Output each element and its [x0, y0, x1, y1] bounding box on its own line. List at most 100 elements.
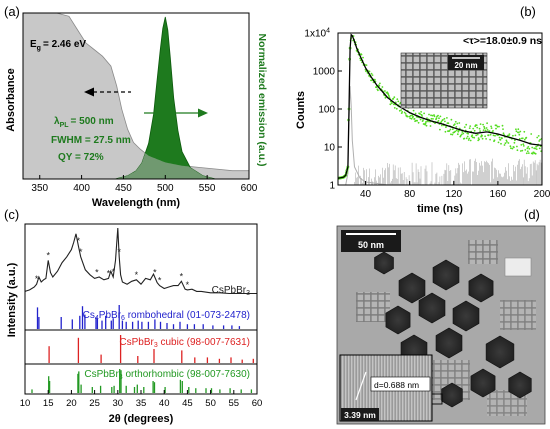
decay-point — [449, 128, 452, 131]
decay-point — [501, 124, 504, 127]
decay-point — [396, 98, 399, 101]
bright-block — [504, 257, 532, 277]
fwhm-annotation: FWHM = 27.5 nm — [51, 135, 131, 146]
decay-point — [460, 133, 463, 136]
ortho-label-name: CsPbBr — [84, 369, 119, 380]
panel-c-ylabel: Intensity (a.u.) — [6, 262, 18, 337]
panel-a-letter: (a) — [4, 4, 20, 19]
decay-point — [419, 118, 422, 121]
decay-point — [463, 137, 466, 140]
decay-point — [498, 125, 500, 128]
decay-point — [427, 120, 429, 123]
decay-point — [370, 72, 373, 75]
decay-point — [535, 145, 538, 148]
cs4-label-name: Cs — [83, 310, 95, 321]
decay-point — [461, 131, 464, 133]
decay-point — [432, 118, 434, 120]
decay-point — [534, 152, 537, 155]
decay-point — [526, 150, 529, 153]
cubic-reference — [48, 335, 254, 363]
decay-point — [414, 112, 417, 115]
panel-c-x-tick-label: 50 — [205, 398, 216, 409]
panel-a-x-tick-label: 600 — [241, 183, 258, 194]
decay-point — [448, 130, 451, 132]
panel-b-y-ticks: 1 10 100 1000 1x104 — [304, 28, 342, 192]
panel-c-x-tick-label: 10 — [20, 398, 31, 409]
decay-point — [362, 56, 364, 59]
decay-point — [516, 149, 519, 152]
panel-a-x-tick-label: 450 — [115, 183, 132, 194]
decay-point — [453, 123, 456, 126]
decay-point — [467, 132, 470, 135]
decay-point — [485, 127, 488, 129]
decay-point — [368, 70, 371, 73]
nanoparticle — [468, 273, 494, 303]
decay-point — [442, 119, 444, 121]
ortho-label-tail: orthorhombic (98-007-7630) — [123, 369, 250, 380]
panel-c-x-tick-label: 40 — [159, 398, 170, 409]
eg-value: = 2.46 eV — [43, 39, 86, 50]
decay-point — [378, 85, 381, 87]
absorbance-area — [23, 13, 249, 179]
panel-a-frame — [22, 12, 250, 180]
panel-d: (d) 50 nm d=0.688 nm 3.39 nm — [336, 207, 546, 425]
decay-point — [439, 128, 441, 131]
peak-star: * — [135, 270, 139, 280]
decay-point — [389, 103, 392, 106]
decay-point — [528, 147, 531, 150]
decay-point — [374, 78, 376, 81]
decay-point — [466, 135, 469, 138]
decay-point — [468, 127, 471, 129]
decay-point — [497, 141, 500, 144]
panel-a-ylabel-right: Normalized emission (a.u.) — [256, 33, 268, 166]
decay-point — [444, 130, 447, 133]
decay-point — [477, 137, 480, 140]
panel-b-y-tick-label: 100 — [318, 105, 335, 116]
panel-c-x-tick-label: 60 — [252, 398, 263, 409]
decay-point — [509, 145, 512, 148]
peak-star: * — [77, 236, 81, 246]
panel-b-y-tick-text: 1 — [329, 181, 335, 192]
eg-symbol: E — [30, 39, 37, 50]
decay-point — [515, 130, 518, 133]
panel-c-x-tick-label: 15 — [43, 398, 54, 409]
panel-b-x-tick-label: 120 — [445, 189, 462, 200]
peak-star: * — [186, 280, 190, 290]
decay-point — [501, 137, 503, 140]
decay-point — [412, 115, 414, 118]
decay-point — [412, 109, 415, 112]
measured-label: CsPbBr3 — [212, 285, 250, 297]
panel-c-x-tick-label: 20 — [66, 398, 77, 409]
decay-point — [525, 136, 528, 139]
decay-point — [513, 146, 515, 149]
decay-point — [495, 127, 497, 130]
decay-point — [514, 139, 516, 142]
peak-star: * — [46, 250, 50, 260]
nanoparticle — [418, 292, 446, 324]
panel-b-y-tick-label: 1000 — [313, 67, 336, 78]
decay-point — [526, 147, 529, 150]
decay-point — [478, 138, 480, 141]
cubic-label-name: CsPbBr — [119, 337, 154, 348]
decay-point — [450, 133, 452, 136]
peak-star: * — [158, 276, 162, 286]
decay-point — [522, 143, 525, 146]
decay-point — [424, 123, 426, 126]
decay-point — [490, 127, 493, 129]
panel-c-x-tick-label: 25 — [89, 398, 100, 409]
decay-point — [473, 136, 476, 139]
decay-point — [506, 141, 508, 143]
inset-scalebar-label: 3.39 nm — [344, 410, 376, 420]
panel-c-x-ticks: 10 15 20 25 30 35 40 45 50 55 60 — [20, 390, 263, 409]
decay-point — [469, 139, 472, 142]
decay-point — [413, 118, 416, 120]
decay-point — [409, 114, 412, 117]
decay-point — [515, 128, 517, 131]
decay-point — [468, 137, 471, 140]
decay-point — [456, 133, 459, 136]
decay-point — [417, 121, 420, 124]
decay-point — [483, 125, 485, 128]
decay-point — [424, 122, 427, 125]
decay-point — [523, 138, 526, 141]
decay-fit-line — [338, 33, 542, 179]
